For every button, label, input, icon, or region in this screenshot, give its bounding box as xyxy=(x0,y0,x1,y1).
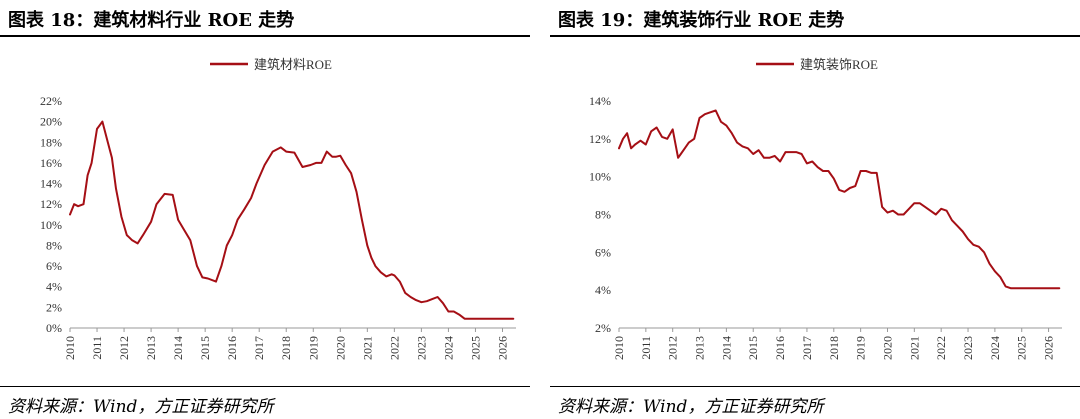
x-tick-label: 2021 xyxy=(907,336,921,360)
x-tick-label: 2024 xyxy=(441,336,455,360)
y-tick-label: 22% xyxy=(40,94,62,108)
figure-title: 图表 18：建筑材料行业 ROE 走势 xyxy=(8,10,295,31)
x-tick-label: 2020 xyxy=(333,336,347,360)
title-rule xyxy=(0,35,530,37)
x-tick-label: 2014 xyxy=(171,336,185,360)
x-tick-label: 2022 xyxy=(934,336,948,360)
y-tick-label: 16% xyxy=(40,156,62,170)
x-tick-label: 2016 xyxy=(225,336,239,360)
y-tick-label: 8% xyxy=(595,208,611,222)
x-tick-label: 2011 xyxy=(90,336,104,360)
x-tick-label: 2010 xyxy=(612,336,626,360)
chart-panel-building-decoration: 图表 19：建筑装饰行业 ROE 走势 2% 4% 6% 8% 10% 12% 14% 201… xyxy=(550,0,1080,419)
x-tick-label: 2025 xyxy=(1015,336,1029,360)
x-tick-label: 2026 xyxy=(495,336,509,360)
y-tick-label: 10% xyxy=(589,170,611,184)
y-tick-label: 0% xyxy=(46,321,62,335)
legend-label: 建筑装饰ROE xyxy=(800,57,878,72)
y-tick-label: 18% xyxy=(40,135,62,149)
source-note: 资料来源：Wind，方正证券研究所 xyxy=(558,397,824,417)
legend-label: 建筑材料ROE xyxy=(254,57,332,72)
y-tick-label: 12% xyxy=(589,132,611,146)
y-tick-label: 14% xyxy=(40,177,62,191)
x-tick-label: 2018 xyxy=(279,336,293,360)
y-tick-label: 4% xyxy=(46,280,62,294)
x-tick-label: 2013 xyxy=(144,336,158,360)
x-tick-label: 2013 xyxy=(693,336,707,360)
x-tick-label: 2015 xyxy=(746,336,760,360)
y-tick-label: 20% xyxy=(40,115,62,129)
line-chart-building-decoration-roe: 2% 4% 6% 8% 10% 12% 14% 2010 2011 2012 2013 2014 201… xyxy=(589,57,1062,360)
figure-title: 图表 19：建筑装饰行业 ROE 走势 xyxy=(558,10,845,31)
x-tick-label: 2023 xyxy=(961,336,975,360)
x-tick-label: 2012 xyxy=(117,336,131,360)
x-tick-label: 2016 xyxy=(773,336,787,360)
x-tick-label: 2012 xyxy=(666,336,680,360)
x-tick-label: 2017 xyxy=(252,336,266,360)
x-tick-label: 2019 xyxy=(854,336,868,360)
y-tick-label: 4% xyxy=(595,283,611,297)
x-tick-label: 2015 xyxy=(198,336,212,360)
source-note: 资料来源：Wind，方正证券研究所 xyxy=(8,397,274,417)
y-tick-label: 10% xyxy=(40,218,62,232)
y-tick-label: 14% xyxy=(589,94,611,108)
title-rule xyxy=(550,35,1080,37)
x-tick-label: 2022 xyxy=(387,336,401,360)
chart-panel-building-materials: 图表 18：建筑材料行业 ROE 走势 0% 2% 4% 6% 8% 10% 12% 14% 1… xyxy=(0,0,530,419)
series-line xyxy=(69,120,515,320)
x-tick-label: 2017 xyxy=(800,336,814,360)
source-rule xyxy=(0,386,530,387)
x-tick-label: 2018 xyxy=(827,336,841,360)
x-tick-label: 2023 xyxy=(414,336,428,360)
y-tick-label: 8% xyxy=(46,238,62,252)
y-tick-label: 2% xyxy=(595,321,611,335)
x-tick-label: 2024 xyxy=(988,336,1002,360)
y-tick-label: 6% xyxy=(595,245,611,259)
x-tick-label: 2025 xyxy=(468,336,482,360)
x-tick-label: 2021 xyxy=(360,336,374,360)
y-tick-label: 12% xyxy=(40,197,62,211)
source-rule xyxy=(550,386,1080,387)
y-tick-label: 2% xyxy=(46,300,62,314)
x-tick-label: 2014 xyxy=(719,336,733,360)
y-tick-label: 6% xyxy=(46,259,62,273)
x-tick-label: 2020 xyxy=(880,336,894,360)
x-tick-label: 2010 xyxy=(63,336,77,360)
series-line xyxy=(618,109,1061,290)
x-tick-label: 2019 xyxy=(306,336,320,360)
x-tick-label: 2011 xyxy=(639,336,653,360)
line-chart-building-materials-roe: 0% 2% 4% 6% 8% 10% 12% 14% 16% 18% 20% 22% 2010 2011 2… xyxy=(40,57,516,360)
x-tick-label: 2026 xyxy=(1042,336,1056,360)
